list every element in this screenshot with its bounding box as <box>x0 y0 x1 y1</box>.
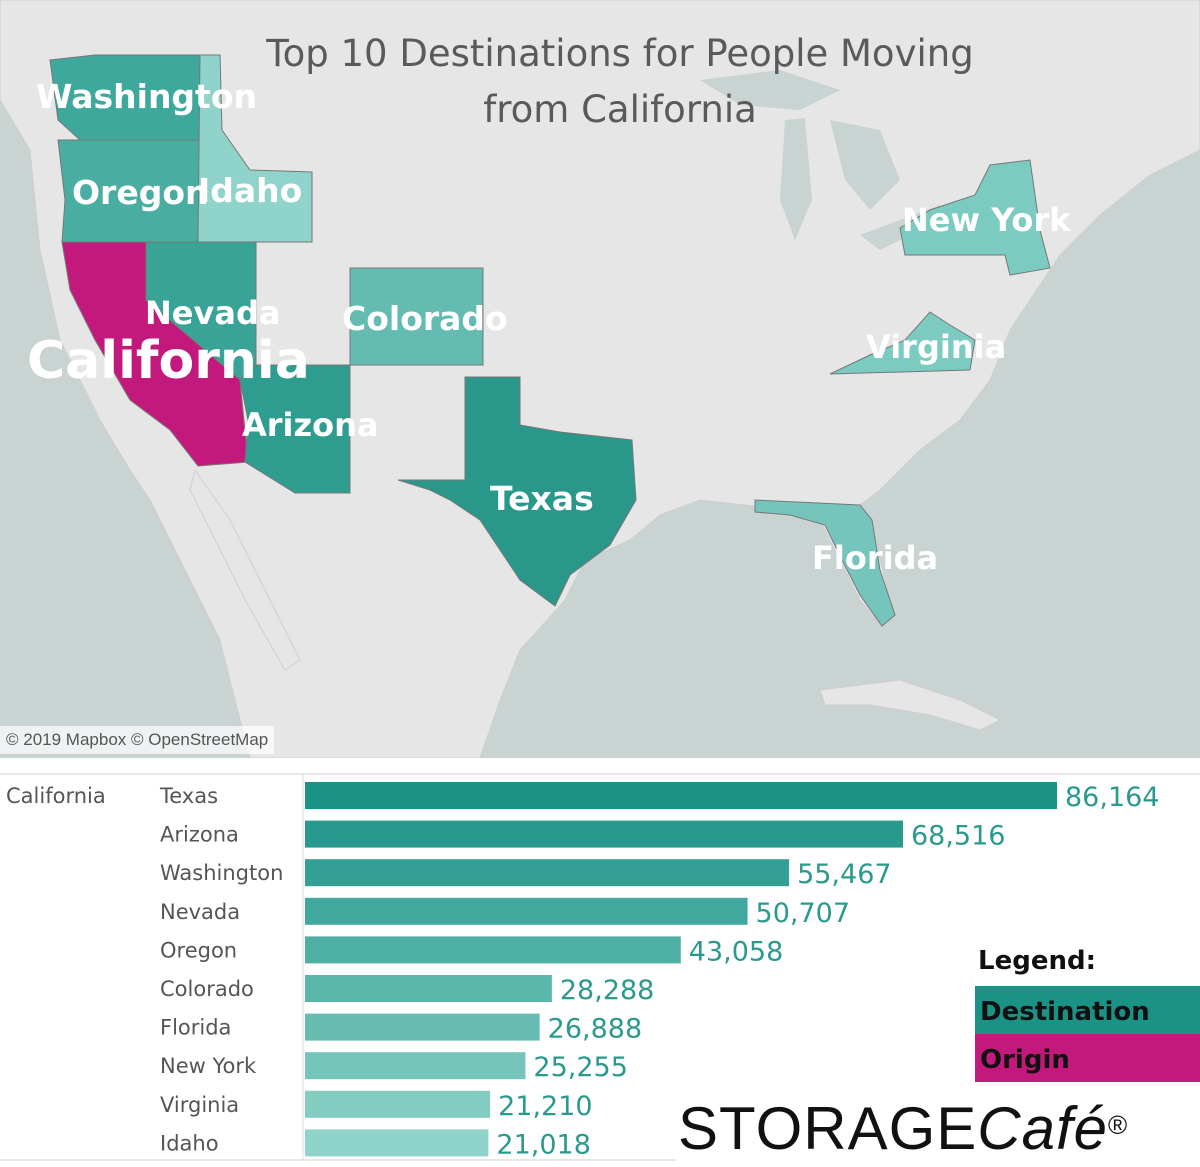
label-virginia: Virginia <box>866 328 1006 366</box>
category-label: Virginia <box>160 1093 239 1117</box>
value-label: 21,210 <box>498 1091 592 1122</box>
bar-new-york[interactable] <box>305 1052 526 1080</box>
state-florida[interactable] <box>754 499 896 627</box>
bar-idaho[interactable] <box>305 1129 489 1157</box>
bar-texas[interactable] <box>305 782 1057 809</box>
label-washington: Washington <box>36 77 257 116</box>
map-attribution[interactable]: © 2019 Mapbox © OpenStreetMap <box>0 726 275 754</box>
bar-colorado[interactable] <box>305 975 552 1002</box>
bar-virginia[interactable] <box>305 1090 491 1118</box>
logo-cafe: Café <box>977 1095 1109 1162</box>
label-new-york: New York <box>902 201 1071 239</box>
value-label: 21,018 <box>496 1129 590 1160</box>
bar-chart-panel: Texas 86,164 Arizona 68,516 Washington 55,467… <box>0 760 1200 1167</box>
value-label: 26,888 <box>548 1014 642 1045</box>
category-label: Colorado <box>160 977 254 1001</box>
legend: Legend: Destination Origin <box>975 946 1200 1082</box>
legend-item-origin[interactable]: Origin <box>975 1034 1200 1082</box>
state-arizona[interactable] <box>239 364 351 494</box>
state-virginia[interactable] <box>829 311 976 375</box>
bars-group: Texas 86,164 Arizona 68,516 Washington 55,467… <box>159 782 1159 1160</box>
label-california: California <box>27 331 310 391</box>
bar-florida[interactable] <box>305 1013 540 1041</box>
category-label: Oregon <box>160 938 237 962</box>
map-panel: Washington Oregon Idaho Nevada Californi… <box>0 0 1200 758</box>
origin-label: California <box>6 784 106 808</box>
label-texas: Texas <box>490 479 594 518</box>
category-label: Arizona <box>160 823 239 847</box>
value-label: 28,288 <box>560 975 654 1006</box>
bar-oregon[interactable] <box>305 936 681 964</box>
category-label: Washington <box>160 861 283 885</box>
land-cuba <box>819 679 1002 731</box>
legend-label-destination: Destination <box>980 997 1150 1027</box>
state-new-york[interactable] <box>899 159 1051 276</box>
label-arizona: Arizona <box>242 406 379 444</box>
logo-registered: ® <box>1108 1110 1129 1140</box>
lake-michigan <box>780 118 812 240</box>
land-mexico-baja <box>189 468 301 671</box>
us-map[interactable]: Washington Oregon Idaho Nevada Californi… <box>0 0 1200 758</box>
category-label: Nevada <box>160 900 240 924</box>
value-label: 68,516 <box>911 821 1005 852</box>
category-label: Idaho <box>160 1131 219 1155</box>
value-label: 86,164 <box>1065 782 1159 813</box>
label-oregon: Oregon <box>72 173 209 212</box>
state-colorado[interactable] <box>349 267 484 366</box>
label-colorado: Colorado <box>342 299 508 338</box>
category-label: Texas <box>159 784 218 808</box>
bar-arizona[interactable] <box>305 820 903 848</box>
map-title-line1: Top 10 Destinations for People Moving <box>266 32 974 75</box>
state-texas[interactable] <box>397 376 637 607</box>
legend-title: Legend: <box>978 946 1096 976</box>
lake-superior <box>700 70 840 110</box>
category-label: New York <box>160 1054 257 1078</box>
value-label: 43,058 <box>689 936 783 967</box>
state-california[interactable] <box>61 241 249 467</box>
map-title-line2: from California <box>483 88 757 131</box>
value-label: 55,467 <box>797 859 891 890</box>
value-label: 50,707 <box>756 898 850 929</box>
label-nevada: Nevada <box>145 294 280 332</box>
logo-main: STORAGE <box>678 1095 978 1162</box>
bar-nevada[interactable] <box>305 897 748 925</box>
legend-label-origin: Origin <box>980 1045 1070 1075</box>
map-title: Top 10 Destinations for People Moving fr… <box>250 26 990 138</box>
legend-item-destination[interactable]: Destination <box>975 986 1200 1034</box>
bar-washington[interactable] <box>305 859 790 887</box>
label-idaho: Idaho <box>198 171 302 210</box>
bar-chart: Texas 86,164 Arizona 68,516 Washington 55,467… <box>0 773 1200 1161</box>
value-label: 25,255 <box>533 1052 627 1083</box>
label-florida: Florida <box>812 539 938 577</box>
lake-huron <box>830 120 900 210</box>
category-label: Florida <box>160 1016 231 1040</box>
storagecafe-logo: STORAGECafé® <box>678 1096 1128 1162</box>
